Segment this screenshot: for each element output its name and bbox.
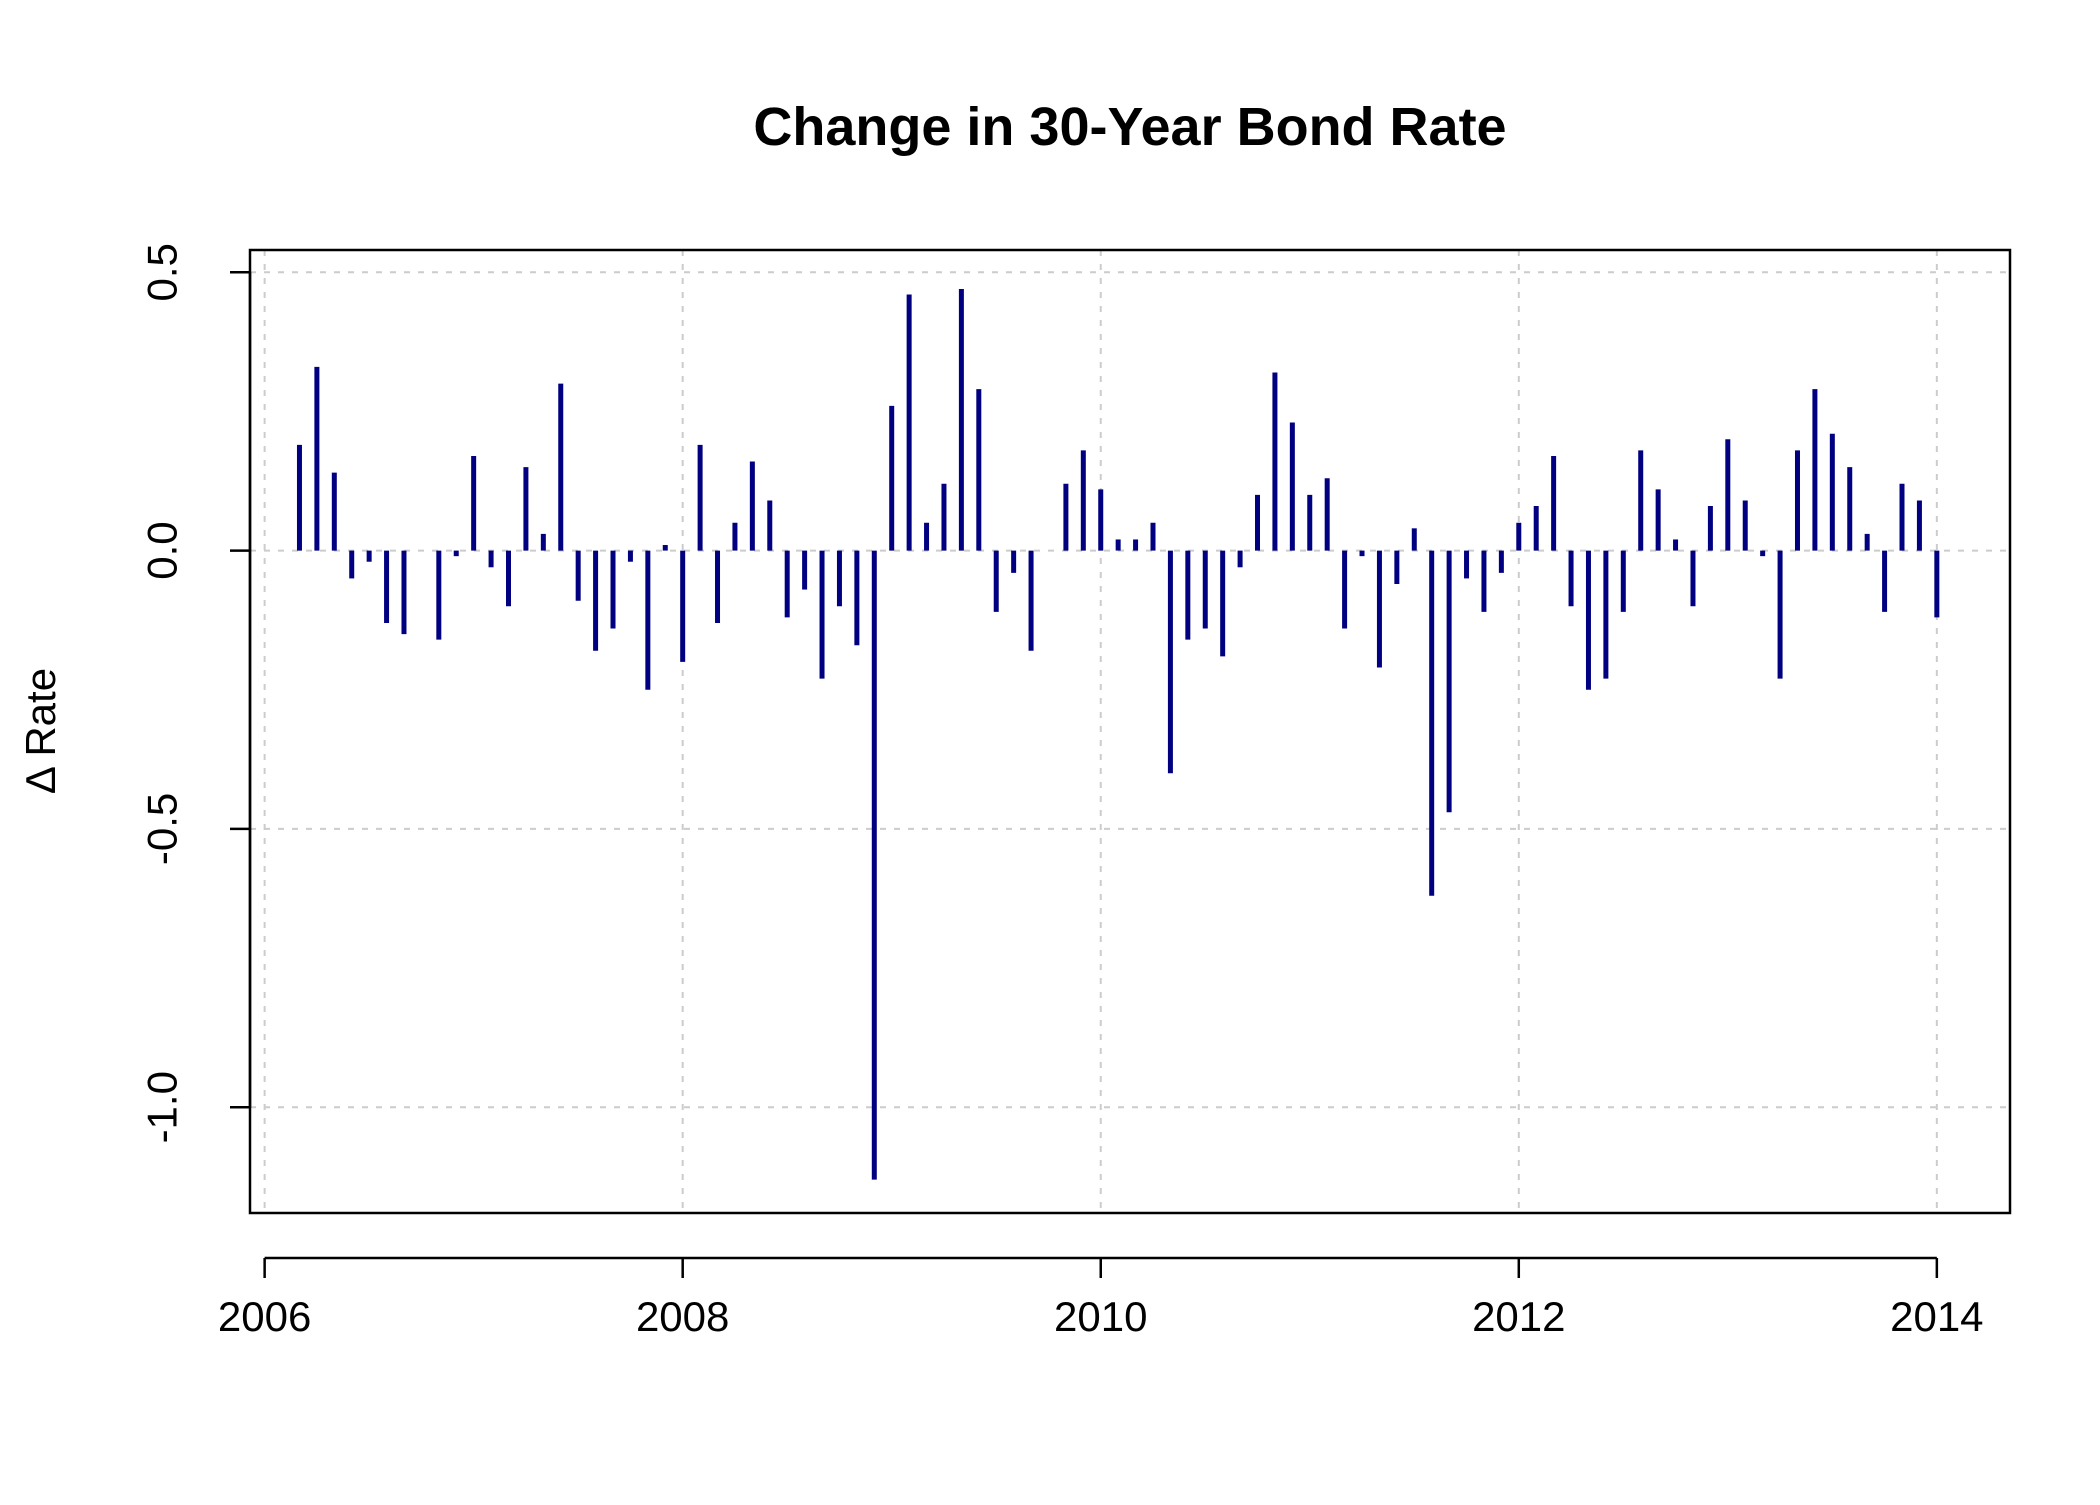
bar-layer [296,288,1940,1180]
chart-title: Change in 30-Year Bond Rate [753,97,1506,157]
x-tick-label: 2014 [1890,1293,1983,1340]
plot-frame [248,248,2012,1215]
x-tick-label: 2008 [636,1293,729,1340]
grid-layer [250,250,2010,1213]
x-tick-label: 2006 [218,1293,311,1340]
y-axis: -1.0 -0.5 0.0 0.5 [139,243,252,1143]
y-tick-label: 0.0 [139,521,186,579]
x-tick-label: 2010 [1054,1293,1147,1340]
y-tick-label: 0.5 [139,243,186,301]
y-tick-label: -0.5 [139,793,186,865]
y-axis-label: Δ Rate [17,668,64,794]
x-tick-label: 2012 [1472,1293,1565,1340]
y-tick-label: -1.0 [139,1071,186,1143]
x-axis: 2006 2008 2010 2012 2014 [218,1256,1984,1340]
